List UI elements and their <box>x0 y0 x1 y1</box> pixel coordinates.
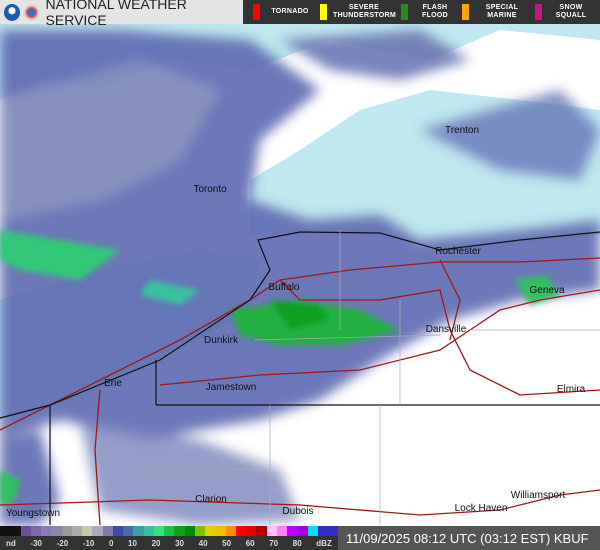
site-title: NATIONAL WEATHER SERVICE <box>45 0 187 28</box>
warning-label: TORNADO <box>271 8 309 15</box>
color-step <box>133 526 144 536</box>
color-step <box>102 526 113 536</box>
color-step <box>10 526 21 536</box>
color-step <box>287 526 298 536</box>
city-label: Jamestown <box>205 382 257 393</box>
city-label: Dansville <box>425 324 467 335</box>
warning-swatch <box>401 4 408 20</box>
color-step <box>215 526 226 536</box>
tick-label: -30 <box>30 539 42 548</box>
tick-label: 20 <box>151 539 161 548</box>
reflectivity-legend: nd -30 -20 -10 0 10 20 30 40 50 60 70 80 dBZ 11/09/20… <box>0 526 600 550</box>
color-step <box>174 526 185 536</box>
color-step <box>256 526 267 536</box>
warning-swatch <box>320 4 327 20</box>
warning-swatch <box>462 4 469 20</box>
city-label: Youngstown <box>5 508 61 519</box>
borders <box>0 231 600 525</box>
roads <box>0 257 600 526</box>
nws-brand: NATIONAL WEATHER SERVICE <box>0 0 243 28</box>
city-label: Buffalo <box>268 282 300 293</box>
color-step <box>30 526 41 536</box>
warning-legend: TORNADO SEVERE THUNDERSTORM FLASH FLOOD SPE… <box>243 0 600 24</box>
timestamp: 11/09/2025 08:12 UTC (03:12 EST) KBUF <box>338 526 600 550</box>
city-label: Toronto <box>193 184 227 195</box>
color-step <box>205 526 216 536</box>
color-step <box>184 526 195 536</box>
color-step <box>0 526 11 536</box>
warning-label: SNOW SQUALL <box>555 4 587 19</box>
warning-item: SEVERE THUNDERSTORM <box>320 0 396 24</box>
color-step <box>82 526 93 536</box>
tick-label: dBZ <box>316 539 332 548</box>
color-step <box>297 526 308 536</box>
color-step <box>51 526 62 536</box>
color-step <box>328 526 339 536</box>
color-step <box>276 526 287 536</box>
header-bar: NATIONAL WEATHER SERVICE TORNADO SEVERE T… <box>0 0 600 28</box>
city-label: Geneva <box>529 285 565 296</box>
city-label: Rochester <box>435 246 481 257</box>
color-step <box>266 526 277 536</box>
color-step <box>317 526 328 536</box>
nws-logo-icon <box>23 3 40 21</box>
color-step <box>194 526 205 536</box>
noaa-logo-icon <box>4 3 21 21</box>
warning-item: SNOW SQUALL <box>535 0 594 24</box>
tick-label: 30 <box>175 539 185 548</box>
city-label: Williamsport <box>510 490 566 501</box>
warning-swatch <box>253 4 260 20</box>
warning-swatch <box>535 4 542 20</box>
color-step <box>225 526 236 536</box>
color-bar <box>0 526 339 536</box>
color-step <box>20 526 31 536</box>
tick-label: 50 <box>222 539 232 548</box>
city-label: Clarion <box>195 494 227 505</box>
color-step <box>41 526 52 536</box>
warning-item: TORNADO <box>253 0 314 24</box>
color-step <box>92 526 103 536</box>
radar-echoes <box>0 30 600 525</box>
color-step <box>71 526 82 536</box>
color-step <box>143 526 154 536</box>
color-step <box>235 526 246 536</box>
scale-ticks: nd -30 -20 -10 0 10 20 30 40 50 60 70 80 dBZ <box>0 536 338 548</box>
tick-label: 60 <box>245 539 255 548</box>
color-step <box>123 526 134 536</box>
city-label: Erie <box>104 378 122 389</box>
color-step <box>246 526 257 536</box>
color-step <box>164 526 175 536</box>
dbz-scale: nd -30 -20 -10 0 10 20 30 40 50 60 70 80 dBZ <box>0 526 339 550</box>
city-label: Trenton <box>444 125 480 136</box>
warning-label: FLASH FLOOD <box>422 4 448 19</box>
tick-label: 70 <box>269 539 279 548</box>
warning-label: SEVERE THUNDERSTORM <box>333 4 396 19</box>
tick-label: -10 <box>82 539 95 548</box>
color-step <box>153 526 164 536</box>
color-step <box>112 526 123 536</box>
city-label: Elmira <box>556 384 586 395</box>
city-label: Lock Haven <box>454 503 508 514</box>
warning-item: FLASH FLOOD <box>401 0 456 24</box>
warning-label: SPECIAL MARINE <box>485 4 519 19</box>
color-step <box>61 526 72 536</box>
city-label: Dunkirk <box>204 335 238 346</box>
tick-label: -20 <box>56 539 69 548</box>
tick-label: nd <box>6 539 16 548</box>
warning-item: SPECIAL MARINE <box>462 0 529 24</box>
tick-label: 10 <box>128 539 137 548</box>
tick-label: 40 <box>198 539 208 548</box>
tick-label: 80 <box>292 539 302 548</box>
tick-label: 0 <box>108 539 114 548</box>
color-step <box>307 526 318 536</box>
city-label: Dubois <box>282 506 314 517</box>
